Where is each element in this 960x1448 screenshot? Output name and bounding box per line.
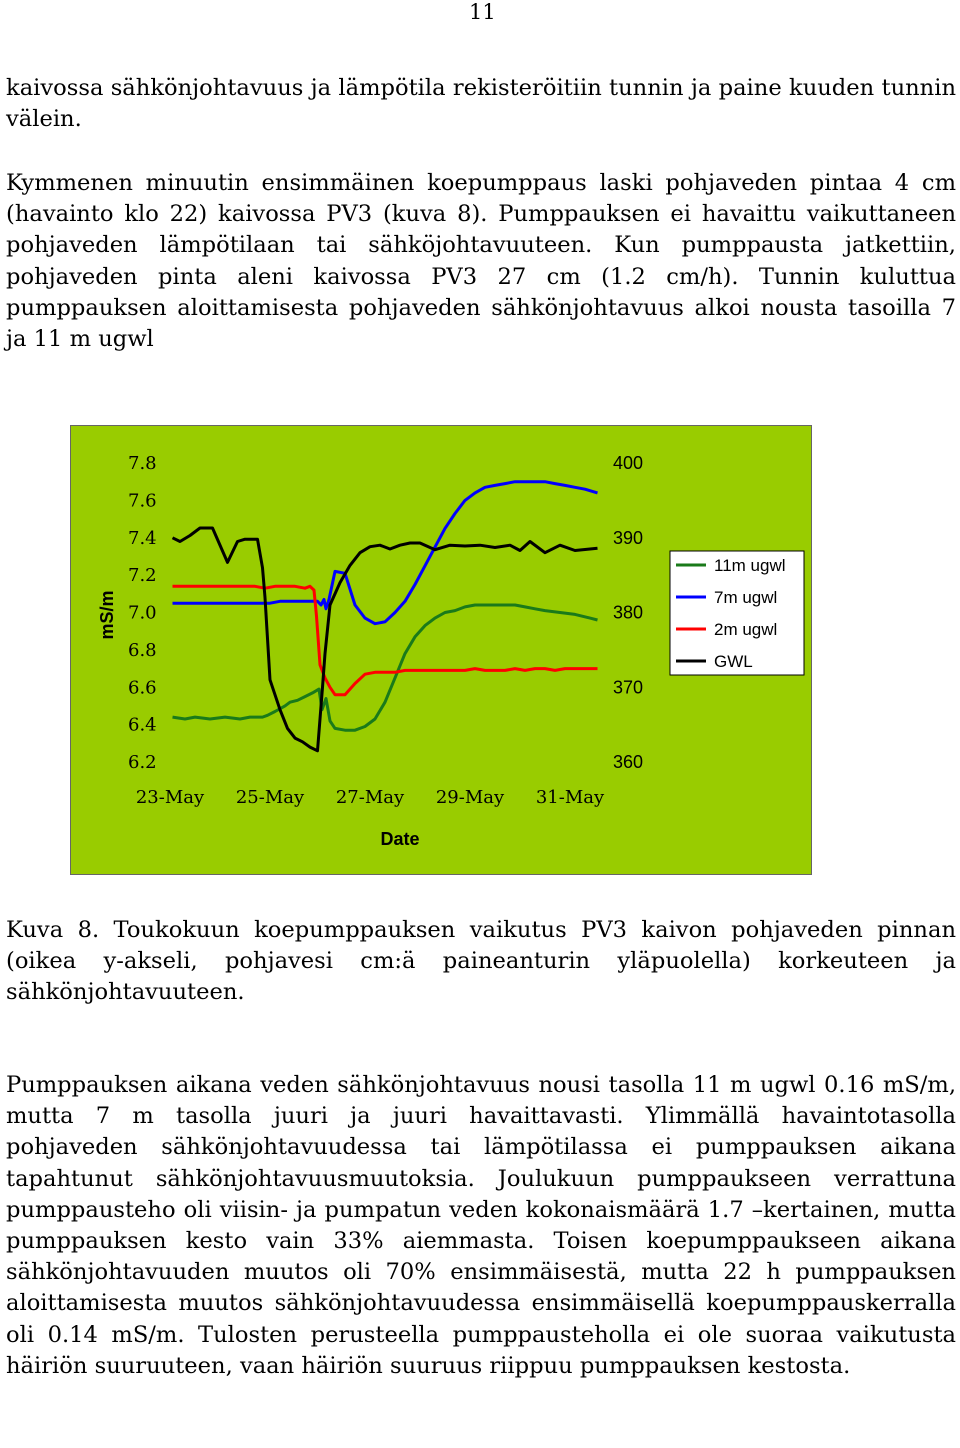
y-tick-label: 6.6 xyxy=(128,677,157,698)
y-tick-label: 7.8 xyxy=(128,453,157,474)
legend-label: GWL xyxy=(714,652,753,671)
y2-tick-label: 380 xyxy=(613,603,643,623)
x-tick-label: 27-May xyxy=(336,787,405,808)
series-line-11m-ugwl xyxy=(172,603,598,732)
series-line-7m-ugwl xyxy=(172,480,598,626)
y2-tick-label: 390 xyxy=(613,528,643,548)
series-line-gwl xyxy=(171,526,598,753)
x-tick-label: 23-May xyxy=(136,787,205,808)
figure-caption: Kuva 8. Toukokuun koepumppauksen vaikutu… xyxy=(6,917,956,1006)
paragraph-intro: kaivossa sähkönjohtavuus ja lämpötila re… xyxy=(6,75,956,133)
y2-tick-label: 370 xyxy=(613,677,643,697)
legend-label: 2m ugwl xyxy=(714,620,777,639)
y-tick-label: 6.4 xyxy=(128,715,157,736)
x-tick-label: 25-May xyxy=(236,787,305,808)
y-tick-label: 7.6 xyxy=(128,490,157,511)
x-axis-title: Date xyxy=(380,829,419,849)
y-tick-label: 7.4 xyxy=(128,528,157,549)
y-axis-title: mS/m xyxy=(97,590,117,639)
paragraph-pumping-results: Kymmenen minuutin ensimmäinen koepumppau… xyxy=(6,170,956,353)
series-line-2m-ugwl xyxy=(172,584,598,697)
y-tick-label: 6.2 xyxy=(128,752,157,773)
legend-label: 7m ugwl xyxy=(714,588,777,607)
x-tick-label: 31-May xyxy=(536,787,605,808)
conductivity-chart: 7.8 7.6 7.4 7.2 7.0 6.8 6.6 6.4 6.2 400 390 380 370 3… xyxy=(97,453,805,849)
y2-tick-label: 400 xyxy=(613,453,643,473)
legend-label: 11m ugwl xyxy=(714,556,786,575)
y-tick-label: 7.0 xyxy=(128,603,157,624)
y-tick-label: 6.8 xyxy=(128,640,157,661)
y2-tick-label: 360 xyxy=(613,752,643,772)
x-tick-label: 29-May xyxy=(436,787,505,808)
paragraph-discussion: Pumppauksen aikana veden sähkönjohtavuus… xyxy=(6,1072,956,1379)
page-number: 11 xyxy=(469,0,496,24)
y-tick-label: 7.2 xyxy=(128,565,157,586)
legend-box xyxy=(669,550,805,676)
